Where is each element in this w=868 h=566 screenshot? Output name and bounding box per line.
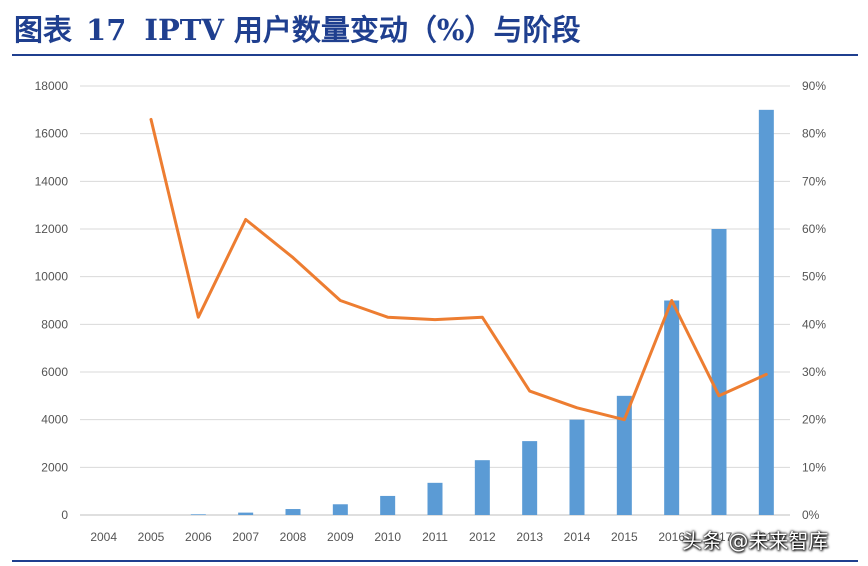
bar-2014 (569, 419, 585, 515)
y-right-tick-label: 0% (802, 508, 820, 522)
bar-2016 (664, 300, 680, 515)
x-tick-label: 2009 (327, 530, 354, 544)
x-tick-label: 2013 (516, 530, 543, 544)
x-tick-label: 2017 (706, 530, 733, 544)
figure-title-text: IPTV 用户数量变动（%）与阶段 (144, 13, 581, 47)
bar-2018 (758, 109, 774, 515)
y-left-tick-label: 2000 (41, 460, 68, 474)
y-left-tick-label: 6000 (41, 365, 68, 379)
bar-2006 (190, 514, 206, 515)
axis-ticks: 0 0% 2000 10% 4000 20% 6000 30% 8000 40% 10000 50% 1… (35, 79, 827, 544)
x-tick-label: 2012 (469, 530, 496, 544)
y-right-tick-label: 60% (802, 222, 826, 236)
grid-lines (80, 85, 790, 516)
x-tick-label: 2008 (280, 530, 307, 544)
x-tick-label: 2015 (611, 530, 638, 544)
y-left-tick-label: 4000 (41, 413, 68, 427)
watermark: 头条 @未来智库 (682, 529, 829, 553)
x-tick-label: 2005 (138, 530, 165, 544)
footer-rule (12, 560, 858, 562)
figure-number: 17 (86, 13, 127, 47)
bar-2013 (522, 441, 538, 515)
y-left-tick-label: 12000 (35, 222, 69, 236)
y-left-tick-label: 16000 (35, 127, 69, 141)
user-bars (190, 109, 774, 515)
y-right-tick-label: 70% (802, 174, 826, 188)
bar-2008 (285, 509, 301, 515)
y-right-tick-label: 50% (802, 270, 826, 284)
x-tick-label: 2016 (658, 530, 685, 544)
y-right-tick-label: 20% (802, 413, 826, 427)
figure-title: 图表 17 IPTV 用户数量变动（%）与阶段 (14, 10, 580, 50)
title-rule (12, 54, 858, 56)
bar-2012 (474, 460, 490, 515)
figure-label: 图表 (14, 13, 73, 47)
bar-2011 (427, 482, 443, 515)
change-rate-line (149, 117, 768, 422)
bar-2015 (616, 395, 632, 515)
change-rate-series (149, 117, 768, 422)
x-tick-label: 2006 (185, 530, 212, 544)
y-left-tick-label: 18000 (35, 79, 69, 93)
y-right-tick-label: 40% (802, 317, 826, 331)
x-tick-label: 2004 (90, 530, 117, 544)
bar-2010 (380, 495, 396, 515)
bar-2017 (711, 229, 727, 515)
x-tick-label: 2007 (232, 530, 259, 544)
y-right-tick-label: 90% (802, 79, 826, 93)
bar-2009 (332, 504, 348, 515)
y-left-tick-label: 0 (61, 508, 68, 522)
y-left-tick-label: 14000 (35, 174, 69, 188)
y-right-tick-label: 10% (802, 460, 826, 474)
y-left-tick-label: 8000 (41, 317, 68, 331)
y-right-tick-label: 30% (802, 365, 826, 379)
bar-2007 (238, 512, 254, 515)
y-right-tick-label: 80% (802, 127, 826, 141)
x-tick-label: 2014 (564, 530, 591, 544)
x-tick-label: 2010 (374, 530, 401, 544)
y-left-tick-label: 10000 (35, 270, 69, 284)
x-tick-label: 2018 (753, 530, 780, 544)
x-tick-label: 2011 (422, 530, 448, 544)
